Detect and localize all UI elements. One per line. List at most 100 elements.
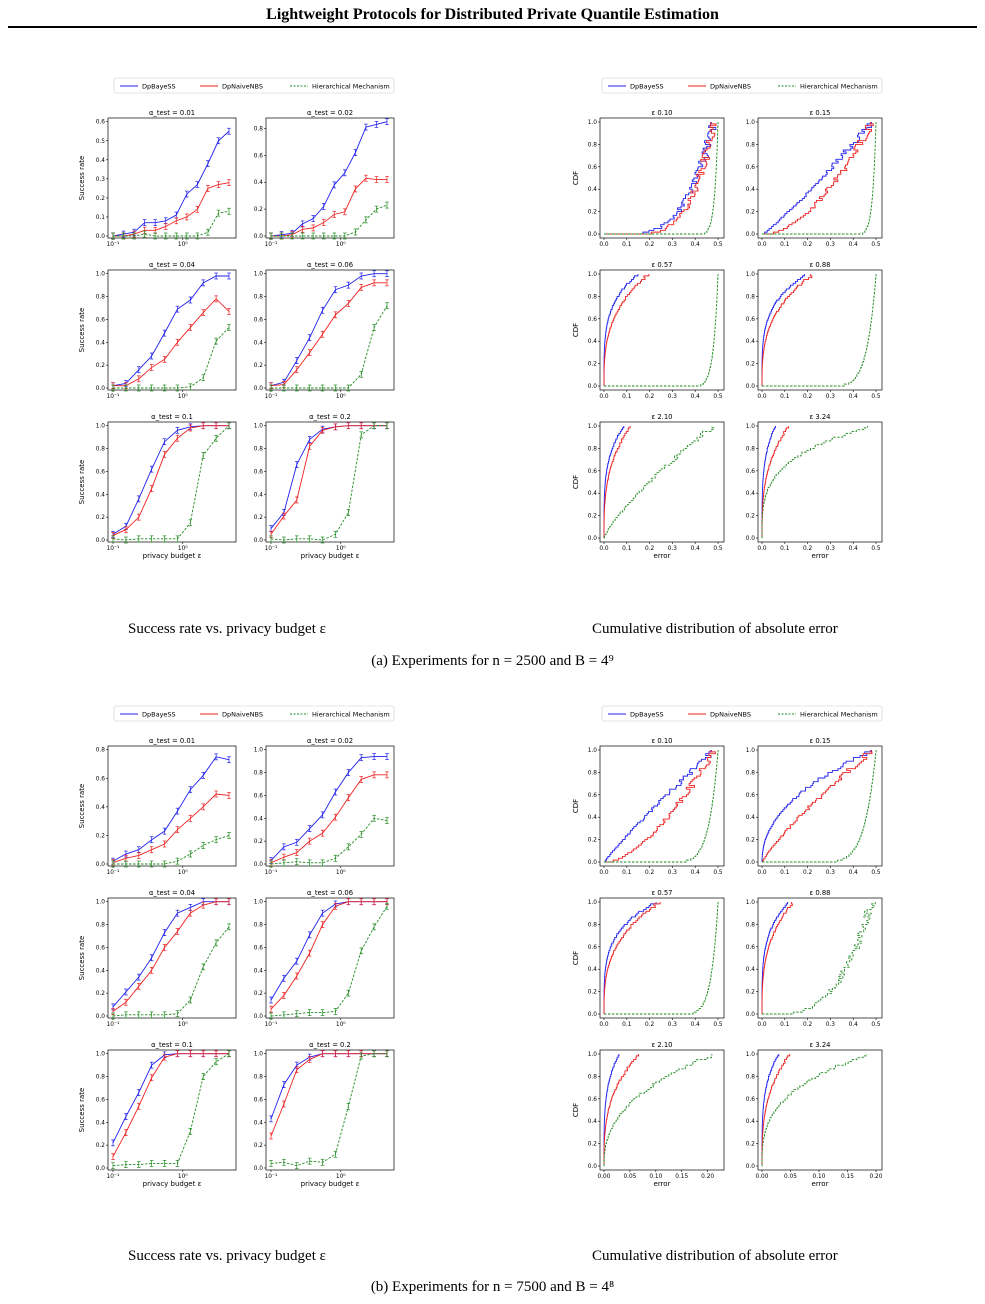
- series-line: [270, 282, 387, 387]
- legend-entry: Hierarchical Mechanism: [800, 711, 878, 719]
- plot-frame: [107, 1049, 237, 1171]
- series-line: [271, 177, 387, 237]
- series-line: [270, 425, 387, 541]
- y-tick-label: 0.5: [96, 139, 106, 145]
- x-tick-label: 0.3: [826, 394, 836, 400]
- y-tick-label: 0.2: [588, 514, 598, 520]
- x-tick-label: 0.05: [784, 1174, 797, 1180]
- y-axis-label: CDF: [572, 171, 580, 185]
- subplot-title: α_test = 0.1: [151, 413, 193, 421]
- plot-frame: [599, 269, 725, 391]
- y-tick-label: 0.6: [254, 1097, 264, 1103]
- series-line: [270, 121, 388, 237]
- x-tick-label: 0.2: [803, 1022, 813, 1028]
- series-line: [112, 425, 230, 541]
- x-tick-label: 0.5: [713, 1022, 723, 1028]
- series-line: [270, 756, 387, 861]
- y-tick-label: 0.6: [746, 945, 756, 951]
- series-line: [112, 130, 230, 237]
- y-tick-label: 0.4: [746, 1119, 756, 1125]
- y-tick-label: 0.4: [588, 339, 598, 345]
- cdf-curve: [761, 1054, 867, 1166]
- left-subcaption-b: Success rate vs. privacy budget ε: [128, 1248, 326, 1264]
- x-tick-label: 10⁻¹: [265, 1173, 278, 1180]
- y-tick-label: 0.2: [96, 363, 106, 369]
- y-tick-label: 0.4: [96, 1120, 106, 1126]
- y-tick-label: 0.0: [96, 538, 106, 544]
- x-tick-label: 0.20: [870, 1174, 883, 1180]
- y-axis-label: CDF: [572, 1103, 580, 1117]
- legend-entry: DpNaiveNBS: [710, 711, 751, 719]
- plot-frame: [107, 897, 237, 1019]
- legend-box: [601, 705, 883, 722]
- y-tick-label: 0.8: [746, 770, 756, 776]
- x-tick-label: 10⁻¹: [107, 1021, 120, 1028]
- running-header: Lightweight Protocols for Distributed Pr…: [266, 6, 719, 23]
- x-tick-label: 0.5: [713, 870, 723, 876]
- x-tick-label: 10⁻¹: [107, 1173, 120, 1180]
- x-tick-label: 0.10: [813, 1174, 826, 1180]
- plot-frame: [265, 897, 395, 1019]
- x-tick-label: 10⁻¹: [107, 869, 120, 876]
- cdf-curve: [761, 902, 793, 1014]
- series-line: [112, 793, 230, 863]
- subplot-title: α_test = 0.01: [149, 737, 195, 745]
- y-tick-label: 0.0: [588, 384, 598, 390]
- cdf-curve: [604, 122, 717, 235]
- series-line: [112, 901, 229, 1008]
- y-tick-label: 1.0: [588, 120, 598, 126]
- x-tick-label: 0.2: [803, 242, 813, 248]
- x-tick-label: 10⁻¹: [265, 393, 278, 400]
- y-tick-label: 0.0: [96, 386, 106, 392]
- x-tick-label: 0.10: [649, 1174, 662, 1180]
- y-tick-label: 0.2: [96, 196, 106, 202]
- x-tick-label: 10⁰: [336, 1173, 346, 1180]
- y-tick-label: 1.0: [588, 272, 598, 278]
- figure-panel-b: DpBayeSS DpNaiveNBS Hierarchical Mechanism…: [78, 705, 883, 1188]
- cdf-curve: [604, 122, 717, 235]
- series-line: [271, 305, 388, 389]
- y-tick-label: 0.4: [254, 968, 264, 974]
- x-tick-label: 0.4: [691, 394, 701, 400]
- subplot-title: α_test = 0.04: [149, 261, 195, 269]
- cdf-curve: [761, 750, 872, 863]
- y-tick-label: 0.6: [254, 153, 264, 159]
- series-line: [112, 926, 230, 1017]
- y-axis-label: Success rate: [78, 1088, 86, 1133]
- y-tick-label: 1.0: [746, 120, 756, 126]
- y-tick-label: 0.0: [254, 1014, 264, 1020]
- y-tick-label: 0.4: [254, 816, 264, 822]
- y-tick-label: 0.6: [254, 469, 264, 475]
- x-tick-label: 10⁰: [178, 545, 188, 552]
- y-tick-label: 0.6: [746, 469, 756, 475]
- x-tick-label: 0.3: [826, 1022, 836, 1028]
- y-tick-label: 0.6: [96, 469, 106, 475]
- x-tick-label: 0.0: [757, 394, 767, 400]
- y-tick-label: 1.0: [96, 272, 106, 278]
- x-tick-label: 0.2: [645, 394, 655, 400]
- y-tick-label: 1.0: [746, 900, 756, 906]
- plot-frame: [107, 745, 237, 867]
- series-line: [270, 901, 387, 1010]
- x-tick-label: 0.00: [598, 1174, 611, 1180]
- series-line: [270, 774, 387, 864]
- y-tick-label: 0.6: [746, 793, 756, 799]
- y-tick-label: 0.6: [588, 945, 598, 951]
- y-axis-label: Success rate: [78, 460, 86, 505]
- subplot-title: ε 0.10: [652, 737, 673, 745]
- x-axis-label: privacy budget ε: [301, 1180, 360, 1188]
- cdf-curve: [604, 750, 712, 863]
- subplot-title: ε 2.10: [652, 413, 673, 421]
- plot-frame: [599, 897, 725, 1019]
- y-tick-label: 0.6: [746, 317, 756, 323]
- subplot-title: α_test = 0.06: [307, 261, 353, 269]
- y-tick-label: 0.8: [96, 295, 106, 301]
- y-tick-label: 0.0: [746, 1012, 756, 1018]
- y-tick-label: 0.6: [746, 1097, 756, 1103]
- y-tick-label: 0.0: [254, 234, 264, 240]
- x-tick-label: 0.3: [668, 546, 678, 552]
- x-tick-label: 0.4: [691, 242, 701, 248]
- y-tick-label: 0.0: [254, 538, 264, 544]
- cdf-curve: [604, 274, 719, 387]
- y-tick-label: 0.3: [96, 177, 106, 183]
